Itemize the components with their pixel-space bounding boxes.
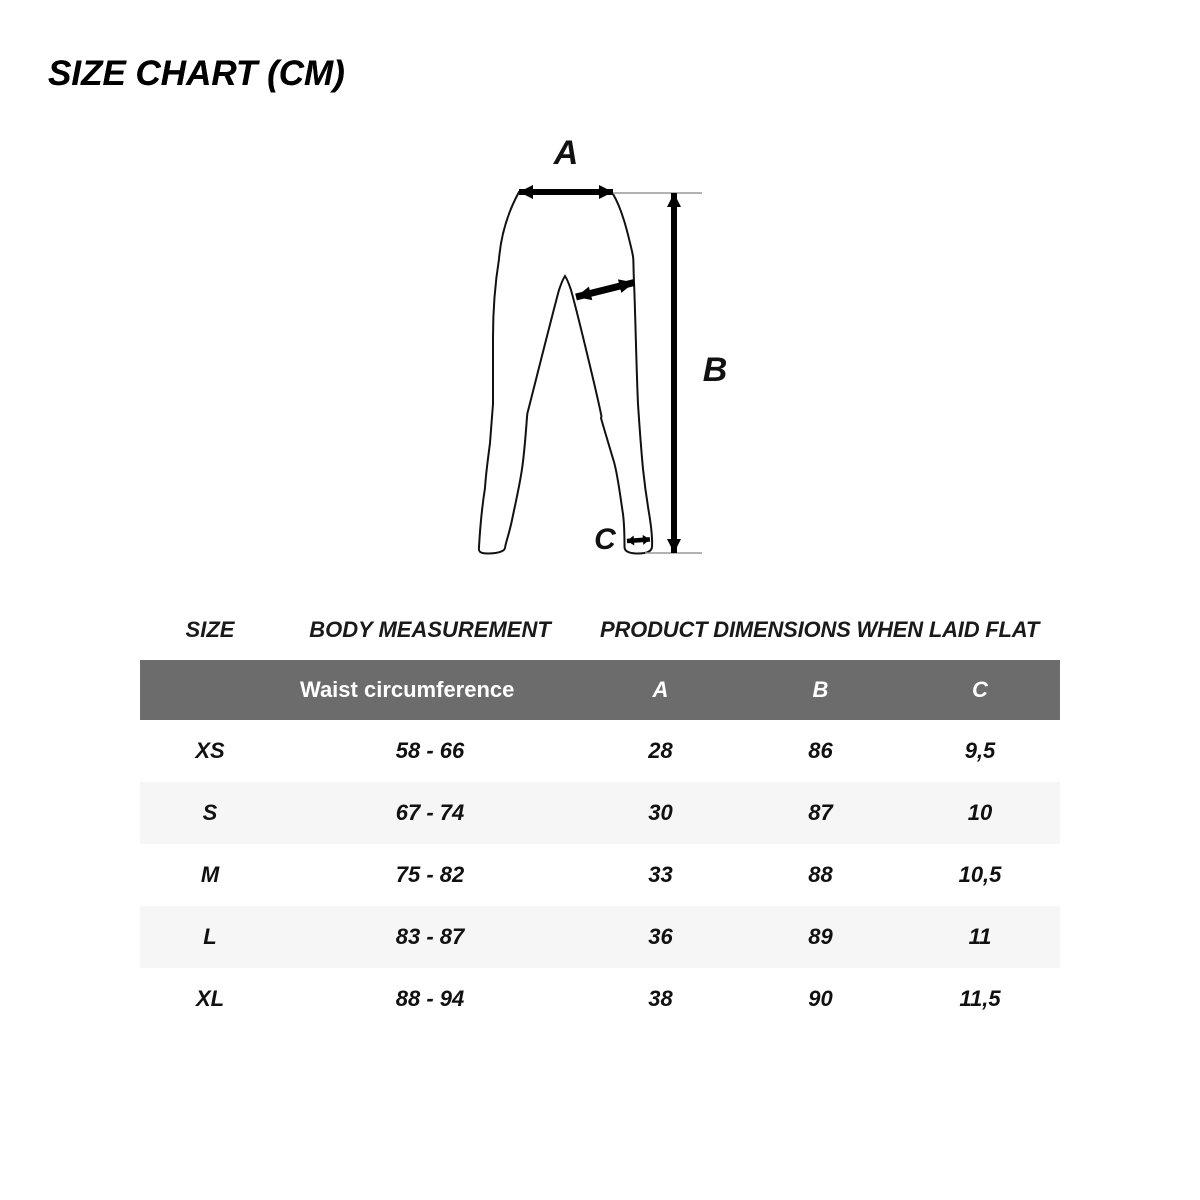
svg-text:C: C (594, 523, 617, 556)
svg-text:B: B (703, 351, 728, 389)
svg-text:A: A (553, 134, 579, 172)
